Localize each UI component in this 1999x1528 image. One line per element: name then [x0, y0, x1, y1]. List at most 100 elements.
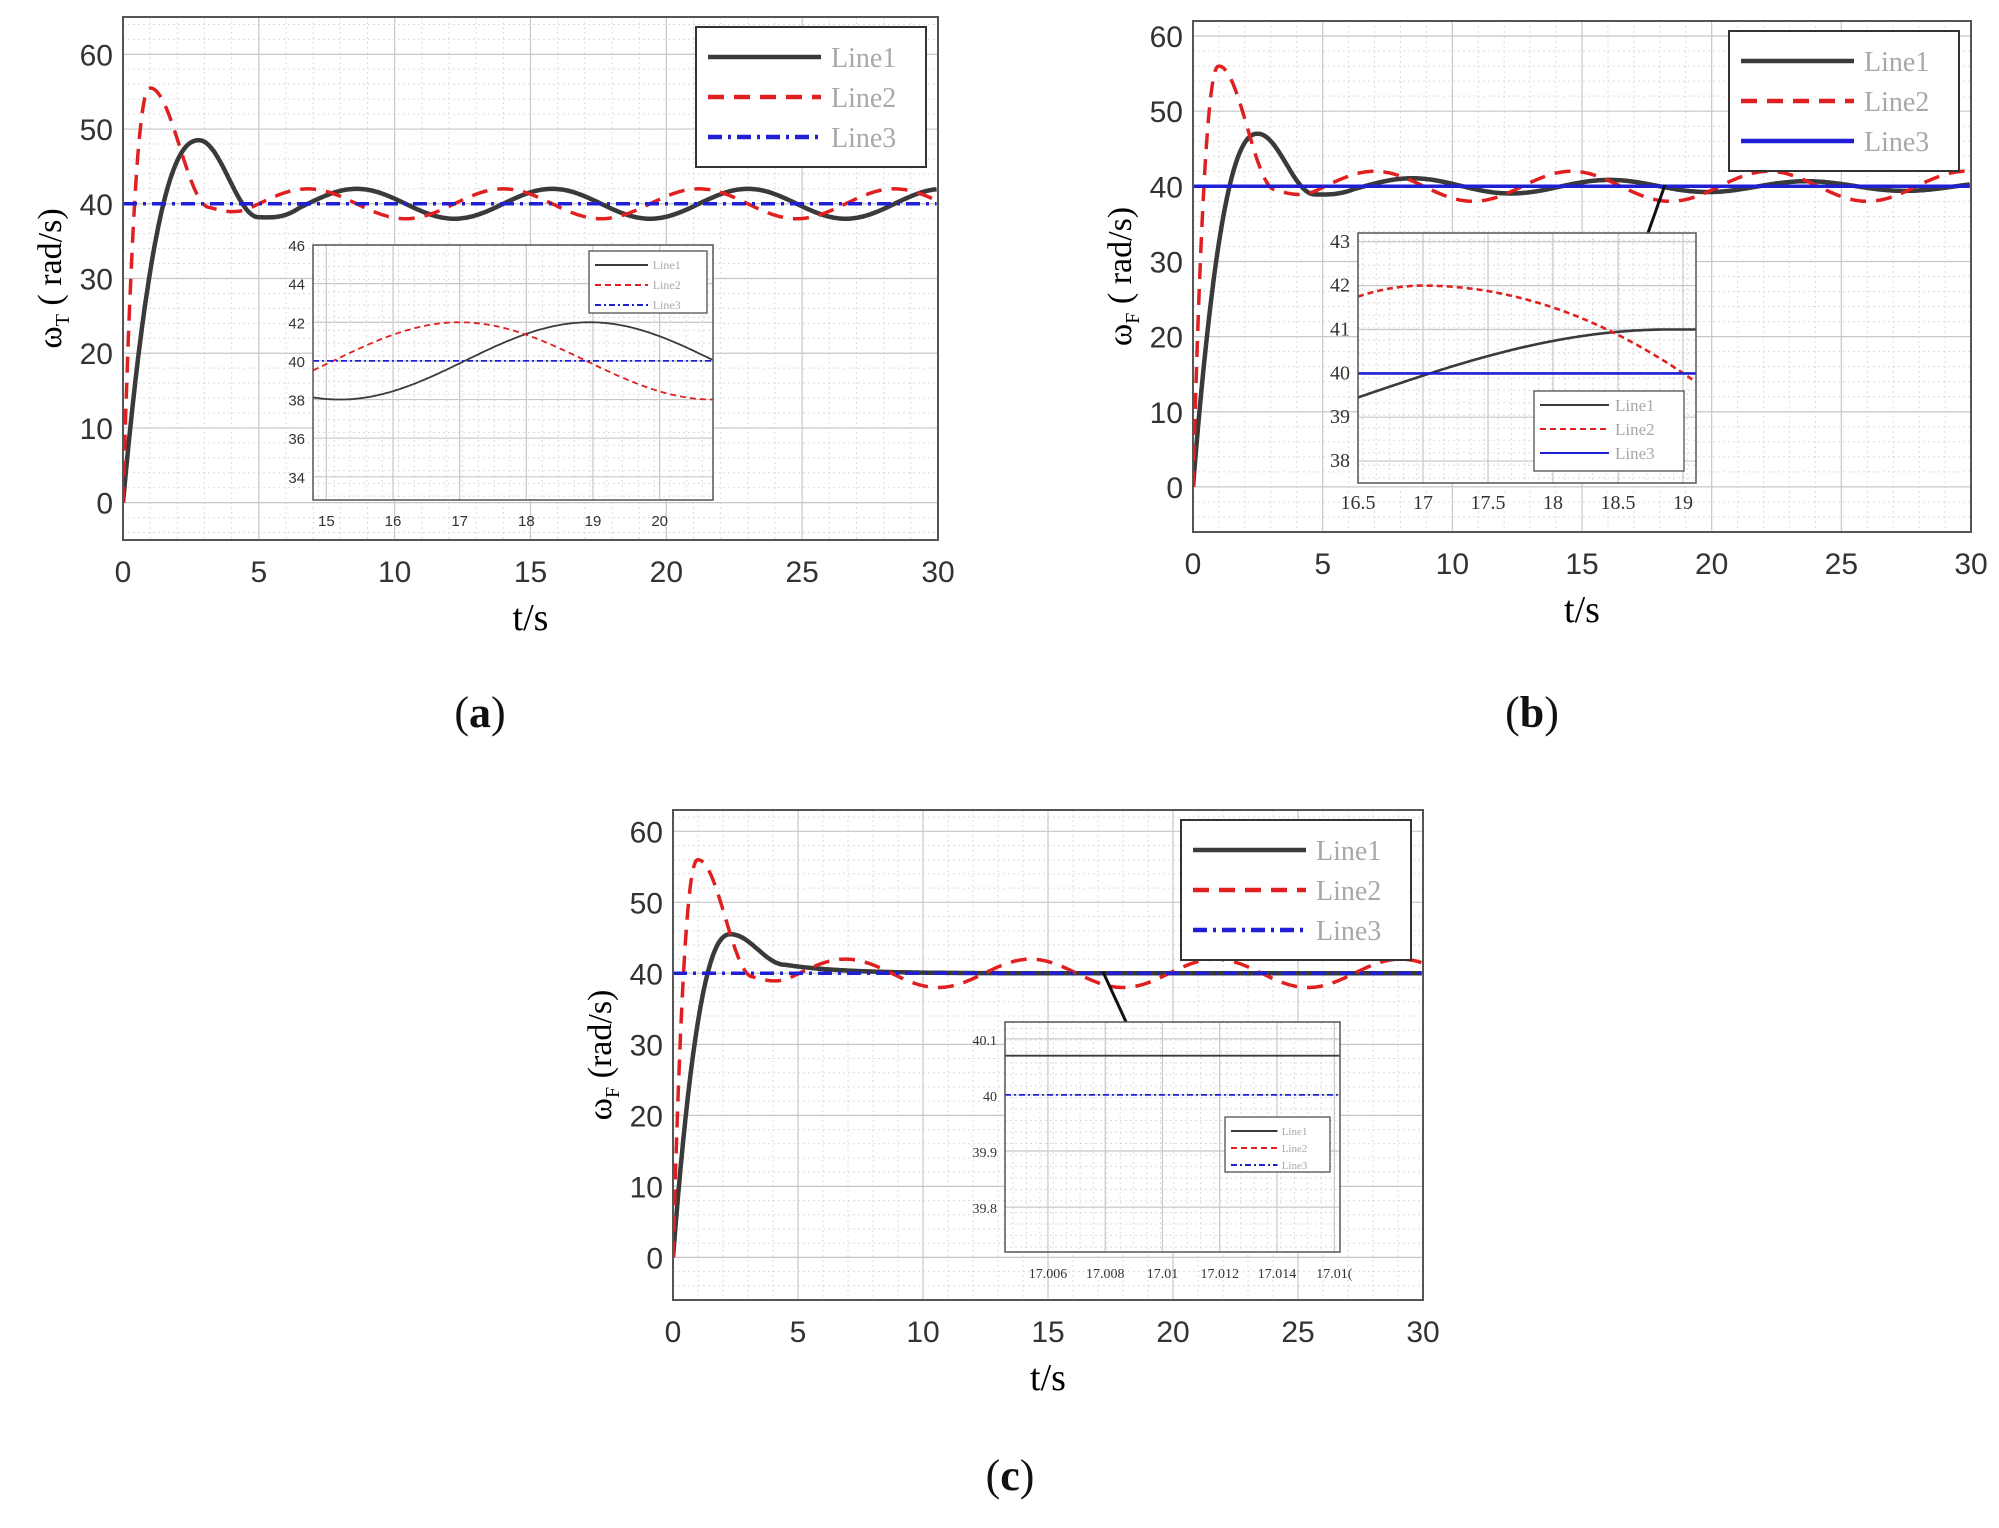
- inset-legend-label: Line1: [1282, 1126, 1308, 1138]
- inset-y-tick-label: 42: [288, 315, 305, 332]
- inset-x-tick-label: 18: [518, 513, 535, 530]
- series-line1: [1193, 131, 1970, 488]
- inset-y-tick-label: 46: [288, 238, 305, 255]
- inset-legend-label: Line1: [1615, 396, 1655, 415]
- y-tick-label: 40: [80, 189, 113, 222]
- x-tick-label: 25: [785, 556, 818, 589]
- legend-label: Line1: [1864, 47, 1929, 78]
- y-axis-label: ωF ( rad/s): [1102, 207, 1144, 346]
- y-tick-label: 50: [80, 114, 113, 147]
- caption-open-paren: (: [454, 688, 469, 737]
- inset-frame: [1004, 1021, 1341, 1253]
- legend-label: Line2: [831, 83, 896, 114]
- legend-label: Line1: [1316, 836, 1381, 867]
- x-axis-label: t/s: [1030, 1357, 1066, 1399]
- y-tick-label: 30: [1150, 246, 1183, 279]
- inset-x-tick-label: 17.014: [1258, 1267, 1297, 1282]
- inset-series-line1: [1358, 328, 1696, 399]
- caption-letter: a: [469, 688, 491, 737]
- inset-y-tick-label: 40: [288, 354, 305, 371]
- legend: Line1 Line2 Line3: [1728, 30, 1960, 172]
- x-axis-label: t/s: [1564, 589, 1600, 631]
- inset-y-tick-label: 39.9: [973, 1146, 998, 1161]
- legend: Line1 Line2 Line3: [695, 26, 927, 168]
- inset-x-tick-label: 19: [1673, 492, 1693, 514]
- inset-legend-box: [1224, 1116, 1331, 1173]
- inset-legend: Line1 Line2 Line3: [588, 250, 708, 314]
- y-axis-subscript: F: [602, 1087, 624, 1098]
- caption-letter: b: [1520, 688, 1544, 737]
- y-tick-label: 60: [80, 39, 113, 72]
- y-tick-label: 0: [96, 488, 113, 521]
- inset-series-group: [1005, 1054, 1340, 1096]
- x-tick-label: 0: [1185, 548, 1202, 581]
- caption-close-paren: ): [491, 688, 506, 737]
- inset-x-tick-label: 17.006: [1029, 1267, 1068, 1282]
- y-tick-label: 20: [1150, 322, 1183, 355]
- plot-frame: [1192, 20, 1972, 533]
- caption-open-paren: (: [1505, 688, 1520, 737]
- y-tick-label: 50: [630, 887, 663, 920]
- x-tick-label: 20: [1156, 1316, 1189, 1349]
- inset-x-tick-label: 15: [318, 513, 335, 530]
- y-tick-label: 40: [630, 958, 663, 991]
- x-tick-label: 10: [1436, 548, 1469, 581]
- x-tick-label: 15: [1031, 1316, 1064, 1349]
- x-tick-label: 15: [514, 556, 547, 589]
- caption-close-paren: ): [1544, 688, 1559, 737]
- y-axis-label: ωT ( rad/s): [32, 208, 74, 348]
- inset-y-tick-label: 38: [1330, 450, 1350, 472]
- x-tick-label: 5: [790, 1316, 807, 1349]
- inset-x-tick-label: 19: [585, 513, 602, 530]
- inset-x-tick-label: 17.012: [1200, 1267, 1239, 1282]
- caption-close-paren: ): [1020, 1451, 1035, 1500]
- legend-label: Line2: [1864, 87, 1929, 118]
- inset-x-tick-label: 20: [651, 513, 668, 530]
- series-group: [1193, 64, 1970, 488]
- inset-y-tick-label: 39: [1330, 406, 1350, 428]
- x-tick-label: 30: [921, 556, 954, 589]
- y-tick-label: 30: [630, 1029, 663, 1062]
- inset-legend-label: Line3: [1282, 1160, 1308, 1172]
- inset-x-tick-label: 16.5: [1341, 492, 1376, 514]
- x-axis-label: t/s: [513, 597, 549, 639]
- panel-caption: (a): [454, 688, 505, 737]
- inset-legend-label: Line2: [653, 278, 681, 292]
- inset-legend-box: [588, 250, 708, 314]
- inset-legend-label: Line1: [653, 258, 681, 272]
- y-axis-symbol: ω: [1102, 324, 1139, 346]
- inset-x-tick-label: 17: [1413, 492, 1433, 514]
- inset-frame: [312, 244, 714, 501]
- inset-x-tick-label: 18: [1543, 492, 1563, 514]
- inset-series-line2: [1358, 284, 1696, 384]
- inset-y-tick-label: 40.1: [973, 1034, 998, 1049]
- y-tick-label: 40: [1150, 171, 1183, 204]
- legend-label: Line3: [1316, 916, 1381, 947]
- y-tick-label: 60: [1150, 21, 1183, 54]
- inset-x-tick-label: 18.5: [1601, 492, 1636, 514]
- inset-a: 15 16 17 18 19 2034363840424446Line1Line2Line…: [288, 238, 714, 530]
- inset-y-tick-label: 42: [1330, 275, 1350, 297]
- inset-leader-line: [1646, 184, 1667, 234]
- x-tick-label: 5: [250, 556, 267, 589]
- inset-legend-label: Line2: [1615, 420, 1655, 439]
- x-tick-label: 25: [1281, 1316, 1314, 1349]
- x-tick-label: 25: [1825, 548, 1858, 581]
- y-axis-unit: ( rad/s): [1102, 207, 1139, 313]
- y-axis-label: ωF (rad/s): [582, 990, 624, 1121]
- legend: Line1 Line2 Line3: [1180, 819, 1412, 961]
- inset-series-group: [1358, 284, 1696, 399]
- x-tick-label: 30: [1406, 1316, 1439, 1349]
- y-axis-symbol: ω: [582, 1098, 619, 1120]
- plot-frame: [122, 16, 939, 541]
- y-tick-label: 10: [80, 413, 113, 446]
- inset-y-tick-label: 43: [1330, 231, 1350, 253]
- inset-series-line2: [313, 321, 713, 401]
- y-axis-unit: (rad/s): [582, 990, 619, 1087]
- x-tick-label: 20: [1695, 548, 1728, 581]
- series-line2: [123, 86, 938, 503]
- inset-y-tick-label: 40: [1330, 362, 1350, 384]
- x-tick-label: 10: [906, 1316, 939, 1349]
- panel-caption: (b): [1505, 688, 1559, 737]
- inset-x-tick-label: 17.5: [1471, 492, 1506, 514]
